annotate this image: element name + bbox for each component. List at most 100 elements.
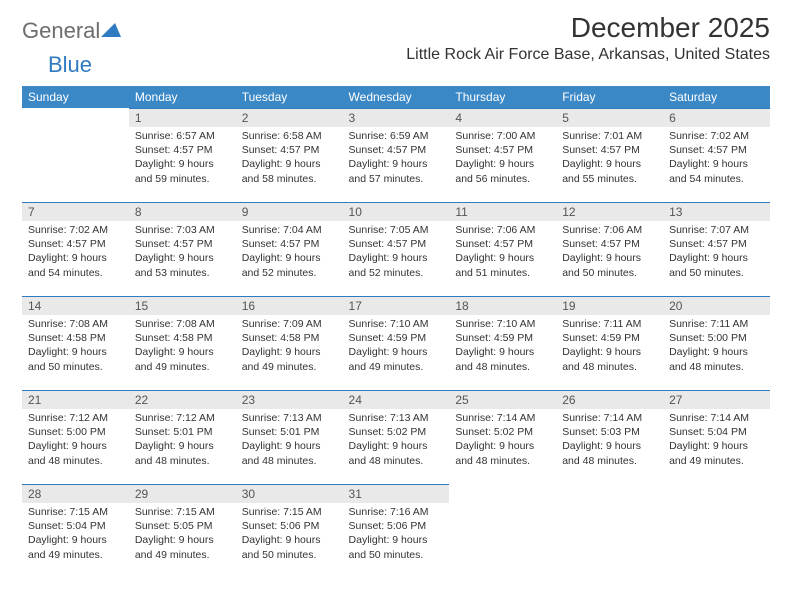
day-cell: 30Sunrise: 7:15 AMSunset: 5:06 PMDayligh… [236,484,343,578]
day-cell: 12Sunrise: 7:06 AMSunset: 4:57 PMDayligh… [556,202,663,296]
day-cell: 29Sunrise: 7:15 AMSunset: 5:05 PMDayligh… [129,484,236,578]
day-number: 17 [343,296,450,315]
day-cell: 25Sunrise: 7:14 AMSunset: 5:02 PMDayligh… [449,390,556,484]
day-cell: 17Sunrise: 7:10 AMSunset: 4:59 PMDayligh… [343,296,450,390]
day-cell: 14Sunrise: 7:08 AMSunset: 4:58 PMDayligh… [22,296,129,390]
day-number: 28 [22,484,129,503]
day-body: Sunrise: 7:09 AMSunset: 4:58 PMDaylight:… [236,315,343,378]
day-body: Sunrise: 7:15 AMSunset: 5:04 PMDaylight:… [22,503,129,566]
day-number: 5 [556,108,663,127]
day-cell: 21Sunrise: 7:12 AMSunset: 5:00 PMDayligh… [22,390,129,484]
day-number: 1 [129,108,236,127]
day-number: 21 [22,390,129,409]
day-number: 14 [22,296,129,315]
day-cell: 16Sunrise: 7:09 AMSunset: 4:58 PMDayligh… [236,296,343,390]
day-number: 10 [343,202,450,221]
col-header: Thursday [449,86,556,108]
day-body: Sunrise: 7:01 AMSunset: 4:57 PMDaylight:… [556,127,663,190]
day-body: Sunrise: 7:16 AMSunset: 5:06 PMDaylight:… [343,503,450,566]
day-body: Sunrise: 7:14 AMSunset: 5:02 PMDaylight:… [449,409,556,472]
day-cell [22,108,129,202]
logo-triangle-icon [101,21,121,42]
day-body: Sunrise: 6:57 AMSunset: 4:57 PMDaylight:… [129,127,236,190]
day-cell: 20Sunrise: 7:11 AMSunset: 5:00 PMDayligh… [663,296,770,390]
day-number: 16 [236,296,343,315]
day-number: 20 [663,296,770,315]
day-number: 22 [129,390,236,409]
day-number: 7 [22,202,129,221]
day-number: 31 [343,484,450,503]
day-cell: 19Sunrise: 7:11 AMSunset: 4:59 PMDayligh… [556,296,663,390]
day-body: Sunrise: 7:04 AMSunset: 4:57 PMDaylight:… [236,221,343,284]
day-number: 25 [449,390,556,409]
day-number: 3 [343,108,450,127]
day-body: Sunrise: 7:14 AMSunset: 5:04 PMDaylight:… [663,409,770,472]
day-number: 23 [236,390,343,409]
day-number: 30 [236,484,343,503]
day-cell: 6Sunrise: 7:02 AMSunset: 4:57 PMDaylight… [663,108,770,202]
day-number: 24 [343,390,450,409]
day-cell: 18Sunrise: 7:10 AMSunset: 4:59 PMDayligh… [449,296,556,390]
day-body: Sunrise: 7:11 AMSunset: 4:59 PMDaylight:… [556,315,663,378]
day-cell [449,484,556,578]
day-body: Sunrise: 7:15 AMSunset: 5:06 PMDaylight:… [236,503,343,566]
day-body: Sunrise: 7:15 AMSunset: 5:05 PMDaylight:… [129,503,236,566]
day-number: 9 [236,202,343,221]
col-header: Sunday [22,86,129,108]
day-number: 4 [449,108,556,127]
col-header: Wednesday [343,86,450,108]
day-number: 18 [449,296,556,315]
day-cell: 27Sunrise: 7:14 AMSunset: 5:04 PMDayligh… [663,390,770,484]
day-cell [556,484,663,578]
page: General December 2025 Little Rock Air Fo… [0,0,792,578]
day-number: 15 [129,296,236,315]
day-cell: 26Sunrise: 7:14 AMSunset: 5:03 PMDayligh… [556,390,663,484]
day-number: 26 [556,390,663,409]
day-cell: 1Sunrise: 6:57 AMSunset: 4:57 PMDaylight… [129,108,236,202]
day-cell: 7Sunrise: 7:02 AMSunset: 4:57 PMDaylight… [22,202,129,296]
day-number: 2 [236,108,343,127]
day-body: Sunrise: 7:14 AMSunset: 5:03 PMDaylight:… [556,409,663,472]
day-body: Sunrise: 7:08 AMSunset: 4:58 PMDaylight:… [22,315,129,378]
col-header: Saturday [663,86,770,108]
day-cell: 28Sunrise: 7:15 AMSunset: 5:04 PMDayligh… [22,484,129,578]
logo: General [22,18,121,44]
location-text: Little Rock Air Force Base, Arkansas, Un… [406,46,770,64]
day-body: Sunrise: 7:07 AMSunset: 4:57 PMDaylight:… [663,221,770,284]
day-cell: 2Sunrise: 6:58 AMSunset: 4:57 PMDaylight… [236,108,343,202]
table-row: 21Sunrise: 7:12 AMSunset: 5:00 PMDayligh… [22,390,770,484]
day-cell: 4Sunrise: 7:00 AMSunset: 4:57 PMDaylight… [449,108,556,202]
day-body: Sunrise: 7:05 AMSunset: 4:57 PMDaylight:… [343,221,450,284]
day-number: 19 [556,296,663,315]
day-body: Sunrise: 7:02 AMSunset: 4:57 PMDaylight:… [663,127,770,190]
table-row: 1Sunrise: 6:57 AMSunset: 4:57 PMDaylight… [22,108,770,202]
day-body: Sunrise: 7:03 AMSunset: 4:57 PMDaylight:… [129,221,236,284]
day-body: Sunrise: 7:06 AMSunset: 4:57 PMDaylight:… [556,221,663,284]
col-header: Tuesday [236,86,343,108]
col-header: Friday [556,86,663,108]
day-cell: 9Sunrise: 7:04 AMSunset: 4:57 PMDaylight… [236,202,343,296]
day-body: Sunrise: 7:11 AMSunset: 5:00 PMDaylight:… [663,315,770,378]
day-cell: 15Sunrise: 7:08 AMSunset: 4:58 PMDayligh… [129,296,236,390]
title-block: December 2025 Little Rock Air Force Base… [406,12,770,70]
logo-word2: Blue [48,52,92,77]
calendar-body: 1Sunrise: 6:57 AMSunset: 4:57 PMDaylight… [22,108,770,578]
month-title: December 2025 [406,12,770,44]
day-body: Sunrise: 6:59 AMSunset: 4:57 PMDaylight:… [343,127,450,190]
day-number: 29 [129,484,236,503]
calendar-head: SundayMondayTuesdayWednesdayThursdayFrid… [22,86,770,108]
day-number: 11 [449,202,556,221]
day-cell: 22Sunrise: 7:12 AMSunset: 5:01 PMDayligh… [129,390,236,484]
day-number: 12 [556,202,663,221]
table-row: 28Sunrise: 7:15 AMSunset: 5:04 PMDayligh… [22,484,770,578]
day-body: Sunrise: 6:58 AMSunset: 4:57 PMDaylight:… [236,127,343,190]
day-body: Sunrise: 7:10 AMSunset: 4:59 PMDaylight:… [343,315,450,378]
day-cell: 8Sunrise: 7:03 AMSunset: 4:57 PMDaylight… [129,202,236,296]
day-number: 27 [663,390,770,409]
day-cell: 5Sunrise: 7:01 AMSunset: 4:57 PMDaylight… [556,108,663,202]
day-cell: 11Sunrise: 7:06 AMSunset: 4:57 PMDayligh… [449,202,556,296]
day-cell [663,484,770,578]
day-body: Sunrise: 7:02 AMSunset: 4:57 PMDaylight:… [22,221,129,284]
day-cell: 10Sunrise: 7:05 AMSunset: 4:57 PMDayligh… [343,202,450,296]
calendar-table: SundayMondayTuesdayWednesdayThursdayFrid… [22,86,770,578]
